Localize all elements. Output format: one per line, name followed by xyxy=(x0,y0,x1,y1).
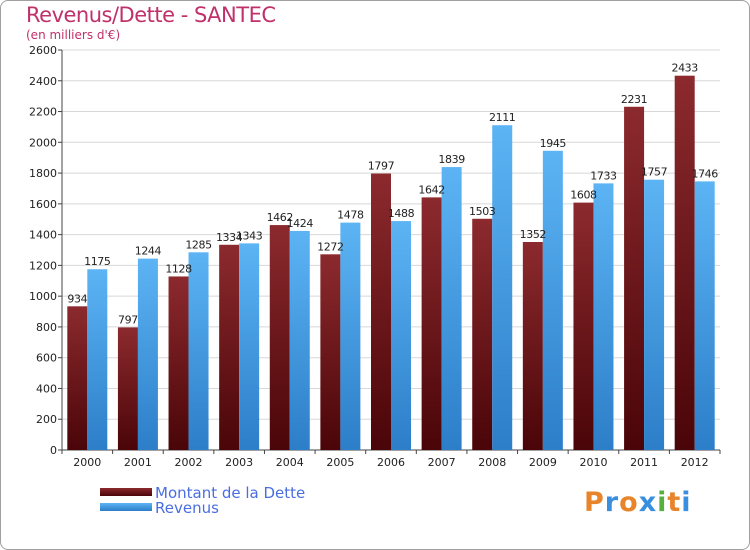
bar-dette xyxy=(117,327,138,450)
data-label-revenus: 1488 xyxy=(388,207,415,220)
chart-title: Revenus/Dette - SANTEC xyxy=(26,3,276,27)
y-tick-label: 1000 xyxy=(29,290,57,303)
data-label-dette: 1334 xyxy=(216,231,243,244)
bar-dette xyxy=(624,106,645,451)
logo-letter: r xyxy=(604,487,620,518)
data-label-dette: 1642 xyxy=(418,183,444,196)
bar-dette xyxy=(219,244,240,450)
x-tick-label: 2010 xyxy=(579,456,607,469)
data-label-dette: 1462 xyxy=(267,211,293,224)
data-label-dette: 2433 xyxy=(671,62,698,75)
logo-letter: x xyxy=(638,487,658,518)
data-label-dette: 2231 xyxy=(621,93,647,106)
bar-dette xyxy=(67,306,88,450)
legend-label-debt: Montant de la Dette xyxy=(155,484,306,502)
legend-label-revenus: Revenus xyxy=(155,499,219,517)
logo-letter: o xyxy=(619,487,639,518)
data-label-revenus: 1733 xyxy=(590,169,617,182)
x-tick-label: 2006 xyxy=(377,456,405,469)
data-label-dette: 934 xyxy=(67,292,87,305)
bar-revenus xyxy=(542,150,563,450)
data-label-revenus: 1244 xyxy=(135,245,162,258)
bar-revenus xyxy=(137,258,158,450)
logo-letter: i xyxy=(681,487,692,518)
y-tick-label: 400 xyxy=(36,382,57,395)
bar-revenus xyxy=(441,167,462,451)
y-tick-label: 2200 xyxy=(29,106,57,119)
x-tick-label: 2009 xyxy=(529,456,557,469)
x-tick-label: 2005 xyxy=(326,456,354,469)
y-tick-label: 2000 xyxy=(29,136,57,149)
bar-dette xyxy=(674,75,695,450)
chart-subtitle: (en milliers d'€) xyxy=(26,28,121,42)
y-tick-label: 1200 xyxy=(29,259,57,272)
data-label-dette: 1128 xyxy=(165,262,192,275)
data-label-revenus: 1746 xyxy=(691,167,718,180)
bar-dette xyxy=(421,197,442,450)
x-tick-label: 2011 xyxy=(630,456,658,469)
bar-dette xyxy=(573,202,594,450)
y-tick-label: 2600 xyxy=(29,44,57,57)
x-tick-label: 2007 xyxy=(428,456,456,469)
data-label-revenus: 1839 xyxy=(438,153,465,166)
y-tick-label: 1600 xyxy=(29,198,57,211)
x-tick-label: 2008 xyxy=(478,456,506,469)
legend-swatch-debt xyxy=(100,488,152,496)
bar-revenus xyxy=(644,179,665,450)
bars xyxy=(67,75,715,451)
bar-revenus xyxy=(289,230,310,450)
y-tick-label: 0 xyxy=(50,444,57,457)
bar-dette xyxy=(522,242,543,450)
data-label-dette: 1272 xyxy=(317,240,343,253)
x-tick-label: 2000 xyxy=(73,456,101,469)
bar-revenus xyxy=(391,221,411,450)
bar-dette xyxy=(168,276,189,450)
bar-revenus xyxy=(694,181,715,450)
logo-letter: t xyxy=(667,487,682,518)
x-tick-label: 2002 xyxy=(175,456,203,469)
bar-revenus xyxy=(87,269,108,450)
y-tick-label: 2400 xyxy=(29,75,57,88)
y-tick-label: 1400 xyxy=(29,229,57,242)
x-tick-label: 2012 xyxy=(681,456,709,469)
bar-revenus xyxy=(188,252,209,450)
logo-letter: P xyxy=(584,487,605,518)
x-tick-label: 2001 xyxy=(124,456,152,469)
data-label-dette: 1503 xyxy=(469,205,496,218)
data-label-revenus: 1757 xyxy=(641,166,668,179)
bar-dette xyxy=(269,225,290,450)
bar-revenus xyxy=(593,183,614,450)
data-label-revenus: 1343 xyxy=(236,229,263,242)
data-label-revenus: 1285 xyxy=(185,238,212,251)
x-tick-label: 2003 xyxy=(225,456,253,469)
data-label-revenus: 1945 xyxy=(540,137,567,150)
x-tick-label: 2004 xyxy=(276,456,304,469)
legend-swatch-revenus xyxy=(100,503,152,511)
bar-revenus xyxy=(340,222,361,450)
data-label-revenus: 1424 xyxy=(287,217,314,230)
proxiti-logo: Proxiti xyxy=(584,487,692,518)
bar-dette xyxy=(371,173,391,451)
data-label-dette: 1352 xyxy=(520,228,546,241)
y-tick-label: 1800 xyxy=(29,167,57,180)
logo-letter: i xyxy=(657,487,668,518)
bar-dette xyxy=(472,218,493,450)
data-label-dette: 1797 xyxy=(368,160,395,173)
bar-revenus xyxy=(492,125,513,450)
data-label-revenus: 1175 xyxy=(84,255,111,268)
y-tick-label: 800 xyxy=(36,321,57,334)
data-label-revenus: 1478 xyxy=(337,209,364,222)
bar-revenus xyxy=(239,243,260,450)
bar-dette xyxy=(320,254,341,450)
data-label-revenus: 2111 xyxy=(489,111,515,124)
data-label-dette: 1608 xyxy=(570,189,597,202)
data-label-dette: 797 xyxy=(118,313,138,326)
y-tick-label: 600 xyxy=(36,352,57,365)
y-tick-label: 200 xyxy=(36,413,57,426)
